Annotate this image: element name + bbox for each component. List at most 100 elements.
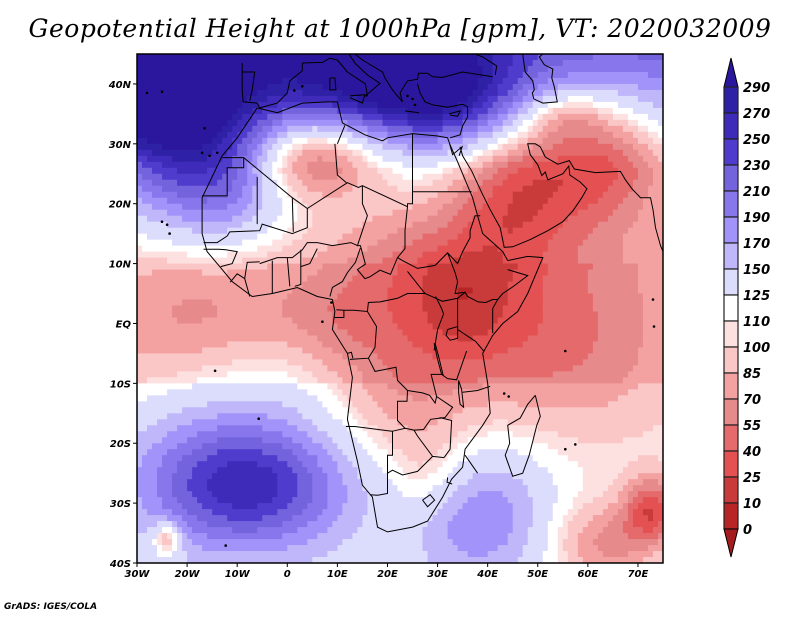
coastline-segment — [433, 296, 445, 351]
field-cell — [282, 299, 333, 307]
field-cell — [197, 377, 298, 384]
field-cell — [332, 521, 364, 528]
field-cell — [347, 143, 364, 151]
field-cell — [327, 503, 343, 510]
coastline-segment — [464, 454, 479, 474]
field-cell — [642, 305, 663, 313]
field-cell — [422, 275, 514, 283]
field-cell — [607, 119, 629, 127]
colorbar-label: 125 — [743, 289, 770, 304]
field-cell — [402, 245, 439, 253]
field-cell — [137, 449, 148, 456]
field-cell — [612, 179, 634, 187]
field-cell — [137, 377, 148, 384]
field-cell — [482, 65, 494, 73]
field-cell — [512, 431, 559, 438]
island — [160, 220, 164, 223]
field-cell — [452, 413, 663, 420]
field-cell — [627, 497, 634, 504]
field-cell — [557, 497, 574, 504]
field-cell — [602, 509, 619, 516]
field-cell — [147, 215, 183, 223]
field-cell — [287, 89, 303, 97]
field-cell — [137, 299, 183, 307]
field-cell — [422, 545, 459, 552]
field-cell — [362, 149, 374, 157]
field-cell — [352, 161, 369, 169]
field-cell — [262, 143, 273, 151]
field-cell — [622, 527, 644, 534]
field-cell — [292, 221, 313, 229]
field-cell — [307, 539, 343, 546]
field-cell — [342, 287, 389, 295]
field-cell — [657, 497, 663, 504]
field-cell — [512, 503, 534, 510]
field-cell — [527, 131, 539, 139]
field-cell — [587, 233, 624, 241]
field-cell — [177, 191, 228, 199]
field-cell — [392, 455, 409, 462]
field-cell — [592, 299, 644, 307]
field-cell — [652, 137, 663, 145]
field-cell — [477, 173, 494, 181]
field-cell — [642, 329, 663, 337]
field-cell — [252, 113, 268, 121]
coastline-segment — [404, 110, 420, 114]
field-cell — [137, 155, 148, 163]
field-cell — [427, 311, 504, 319]
coastline-segment — [329, 77, 337, 91]
field-cell — [357, 527, 424, 534]
field-cell — [137, 71, 484, 79]
field-cell — [197, 431, 283, 438]
field-cell — [317, 125, 348, 133]
field-cell — [397, 485, 434, 492]
field-cell — [187, 437, 218, 444]
field-cell — [537, 461, 579, 468]
field-cell — [327, 485, 348, 492]
field-cell — [382, 113, 409, 121]
field-cell — [317, 395, 338, 402]
field-cell — [652, 527, 663, 534]
field-cell — [452, 197, 469, 205]
field-cell — [352, 149, 364, 157]
field-cell — [627, 509, 634, 516]
field-cell — [507, 287, 544, 295]
field-cell — [137, 161, 143, 169]
field-cell — [327, 407, 348, 414]
field-cell — [302, 443, 323, 450]
field-cell — [487, 107, 499, 115]
coastline-segment — [203, 248, 238, 268]
field-cell — [527, 65, 549, 73]
field-cell — [282, 521, 308, 528]
field-cell — [292, 515, 318, 522]
field-cell — [137, 239, 173, 247]
field-cell — [432, 485, 459, 492]
field-cell — [512, 521, 534, 528]
field-cell — [357, 419, 369, 426]
field-cell — [182, 455, 208, 462]
field-cell — [332, 413, 354, 420]
field-cell — [302, 143, 338, 151]
field-cell — [247, 131, 258, 139]
field-cell — [602, 125, 624, 133]
field-cell — [387, 413, 454, 420]
colorbar-box — [723, 450, 739, 478]
colorbar-box — [723, 476, 739, 504]
field-cell — [307, 503, 328, 510]
field-cell — [512, 473, 554, 480]
field-cell — [482, 203, 509, 211]
field-cell — [372, 149, 404, 157]
field-cell — [427, 491, 454, 498]
field-cell — [562, 545, 579, 552]
field-cell — [482, 149, 494, 157]
field-cell — [182, 527, 193, 534]
field-cell — [267, 263, 323, 271]
field-cell — [347, 125, 369, 133]
field-cell — [357, 107, 379, 115]
field-cell — [342, 89, 474, 97]
field-cell — [597, 113, 614, 121]
field-cell — [467, 455, 534, 462]
field-cell — [347, 497, 369, 504]
field-cell — [232, 113, 243, 121]
